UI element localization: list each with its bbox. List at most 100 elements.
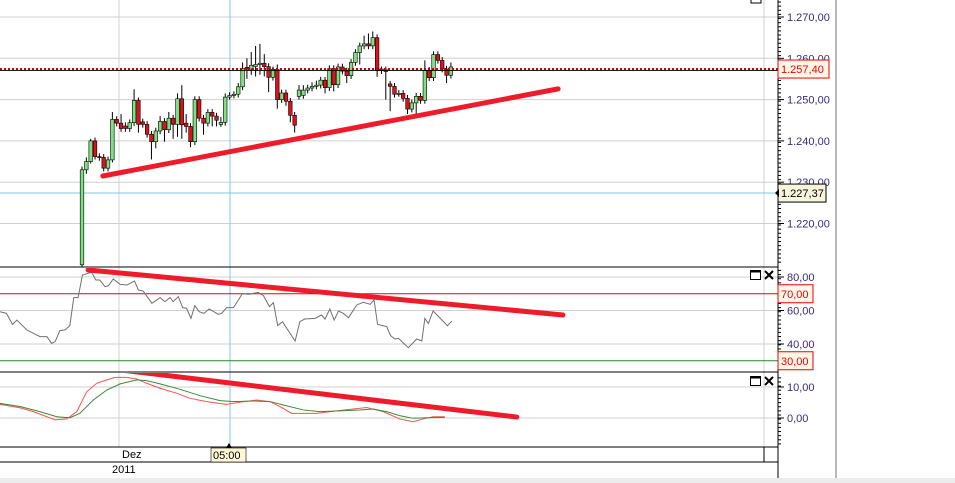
trendline-support[interactable] xyxy=(100,86,561,179)
candle[interactable] xyxy=(118,122,124,129)
last-price-label: 1.257,40 xyxy=(781,64,824,76)
candle[interactable] xyxy=(197,99,202,119)
candle[interactable] xyxy=(79,169,85,266)
axis-tick-label: 10,00 xyxy=(787,382,815,394)
candle[interactable] xyxy=(145,124,150,135)
candle[interactable] xyxy=(427,69,432,79)
candle[interactable] xyxy=(431,54,436,79)
candle[interactable] xyxy=(214,115,219,121)
candle[interactable] xyxy=(418,95,423,101)
candle[interactable] xyxy=(444,68,449,76)
candle[interactable] xyxy=(218,122,223,125)
candle[interactable] xyxy=(210,112,215,117)
candle[interactable] xyxy=(288,100,293,116)
candle[interactable] xyxy=(331,68,336,86)
candle[interactable] xyxy=(88,140,93,162)
candle[interactable] xyxy=(344,70,349,76)
candle[interactable] xyxy=(405,98,410,110)
macd-panel[interactable] xyxy=(0,370,520,423)
candle[interactable] xyxy=(401,93,406,99)
value-axis[interactable]: 1.270,001.260,001.250,001.240,001.230,00… xyxy=(775,1,830,445)
candle[interactable] xyxy=(101,157,106,169)
candle[interactable] xyxy=(318,79,323,86)
candle[interactable] xyxy=(335,66,341,86)
candle[interactable] xyxy=(136,100,141,125)
candle[interactable] xyxy=(414,95,419,104)
candle[interactable] xyxy=(166,117,171,131)
candle[interactable] xyxy=(149,133,154,143)
candle[interactable] xyxy=(301,89,306,96)
candle[interactable] xyxy=(201,117,206,124)
candle[interactable] xyxy=(97,156,102,158)
candle[interactable] xyxy=(422,69,427,101)
trendline-macd[interactable] xyxy=(120,370,520,420)
candle[interactable] xyxy=(179,98,184,126)
candle[interactable] xyxy=(257,62,263,65)
candle[interactable] xyxy=(366,43,371,47)
candle[interactable] xyxy=(266,66,271,78)
candle[interactable] xyxy=(396,93,401,95)
candle[interactable] xyxy=(357,45,362,53)
candle[interactable] xyxy=(127,122,132,129)
candle[interactable] xyxy=(223,96,228,123)
candle[interactable] xyxy=(388,83,393,87)
candle[interactable] xyxy=(205,112,210,124)
close-icon[interactable] xyxy=(764,270,774,280)
candle[interactable] xyxy=(309,86,315,89)
candle[interactable] xyxy=(392,86,397,95)
candle[interactable] xyxy=(188,126,193,143)
crosshair-price-label: 1.227,37 xyxy=(781,188,824,200)
candle[interactable] xyxy=(262,62,267,67)
candle[interactable] xyxy=(162,121,167,131)
candle[interactable] xyxy=(153,130,158,143)
candle[interactable] xyxy=(184,122,189,127)
candle[interactable] xyxy=(353,52,358,63)
candle[interactable] xyxy=(296,89,302,97)
candle[interactable] xyxy=(440,60,445,70)
candle[interactable] xyxy=(105,159,111,169)
rsi-upper-label: 70,00 xyxy=(781,289,809,301)
candle[interactable] xyxy=(92,140,98,157)
trendline-rsi[interactable] xyxy=(85,268,566,318)
close-icon[interactable] xyxy=(764,376,774,386)
candle[interactable] xyxy=(249,65,254,70)
candle[interactable] xyxy=(279,92,284,100)
candle[interactable] xyxy=(327,68,332,88)
time-axis[interactable]: Dez 05:00 2011 xyxy=(112,443,247,476)
candle[interactable] xyxy=(171,117,176,125)
candle[interactable] xyxy=(305,87,310,91)
candle[interactable] xyxy=(370,37,375,47)
candle[interactable] xyxy=(283,92,289,102)
candle[interactable] xyxy=(110,119,115,161)
candle[interactable] xyxy=(123,125,128,129)
candle[interactable] xyxy=(114,119,119,124)
candle[interactable] xyxy=(140,121,145,125)
candle[interactable] xyxy=(448,66,454,76)
candle[interactable] xyxy=(435,54,440,61)
candle[interactable] xyxy=(253,64,258,67)
crosshair-time-marker-icon xyxy=(226,443,232,448)
price-panel[interactable] xyxy=(0,31,778,268)
candle[interactable] xyxy=(314,84,319,87)
candle[interactable] xyxy=(236,86,241,95)
candle[interactable] xyxy=(322,79,328,88)
candle[interactable] xyxy=(240,68,245,88)
axis-tick-label: 40,00 xyxy=(787,339,815,351)
candle[interactable] xyxy=(292,114,297,126)
candle[interactable] xyxy=(131,100,137,124)
maximize-icon[interactable] xyxy=(750,0,762,4)
rsi-panel[interactable] xyxy=(0,268,778,362)
candle[interactable] xyxy=(84,161,89,171)
candle[interactable] xyxy=(275,69,280,100)
candle[interactable] xyxy=(192,99,197,143)
candle[interactable] xyxy=(375,37,380,71)
candle[interactable] xyxy=(361,43,367,47)
candle[interactable] xyxy=(158,121,163,132)
panel-controls[interactable] xyxy=(750,0,774,386)
candle[interactable] xyxy=(231,93,237,96)
candle[interactable] xyxy=(409,102,414,110)
candle[interactable] xyxy=(227,95,232,98)
candle[interactable] xyxy=(175,98,180,125)
